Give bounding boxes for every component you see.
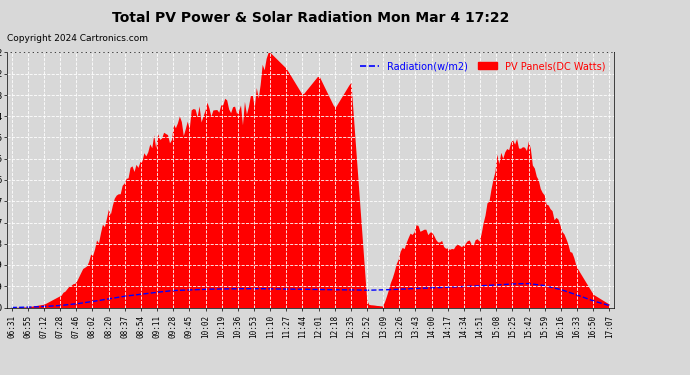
Text: Total PV Power & Solar Radiation Mon Mar 4 17:22: Total PV Power & Solar Radiation Mon Mar… <box>112 11 509 25</box>
Text: Copyright 2024 Cartronics.com: Copyright 2024 Cartronics.com <box>7 34 148 43</box>
Legend: Radiation(w/m2), PV Panels(DC Watts): Radiation(w/m2), PV Panels(DC Watts) <box>356 57 609 75</box>
